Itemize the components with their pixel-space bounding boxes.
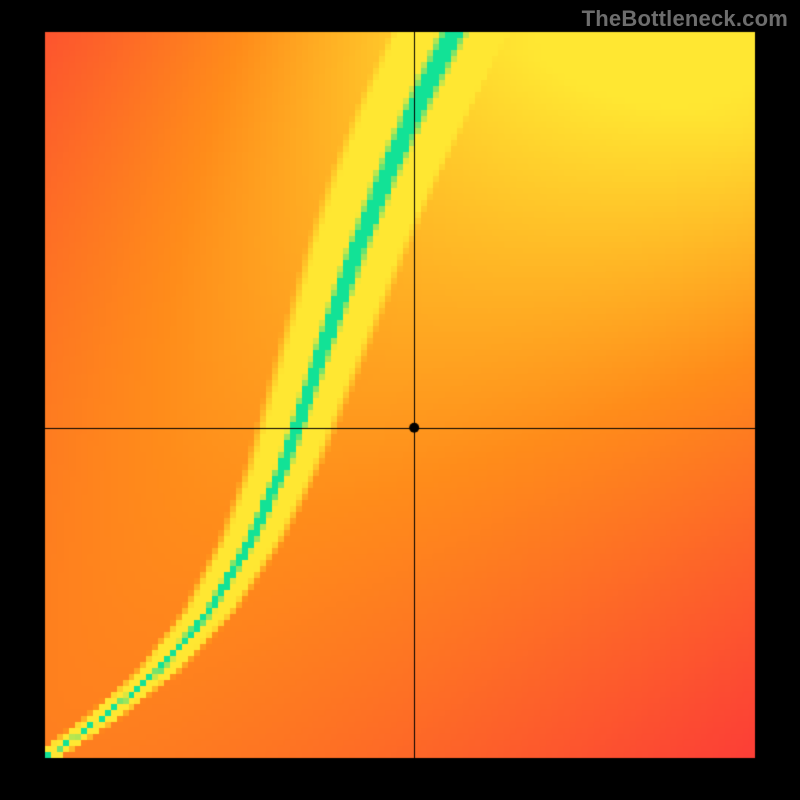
watermark-text: TheBottleneck.com: [582, 6, 788, 32]
bottleneck-heatmap-canvas: [0, 0, 800, 800]
